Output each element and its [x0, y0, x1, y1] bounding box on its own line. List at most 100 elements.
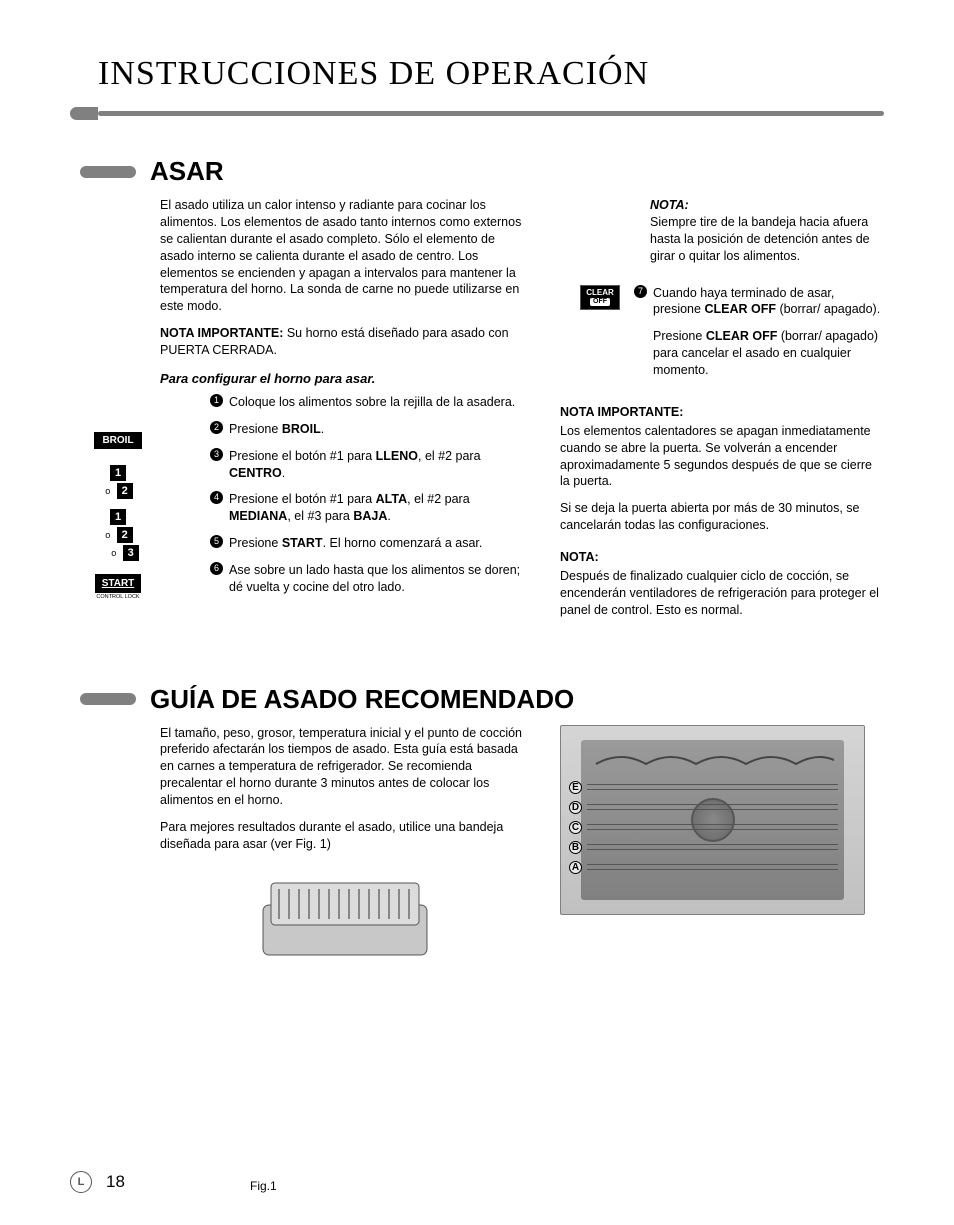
- section-guia: GUÍA DE ASADO RECOMENDADO El tamaño, pes…: [70, 684, 884, 968]
- t: , el #2 para: [418, 449, 481, 463]
- guia-text-column: El tamaño, peso, grosor, temperatura ini…: [160, 725, 530, 968]
- label: NOTA IMPORTANTE:: [560, 404, 884, 421]
- t: .: [282, 466, 285, 480]
- rack-e: E: [587, 784, 838, 790]
- asar-intro: El asado utiliza un calor intenso y radi…: [160, 197, 530, 315]
- step-number-icon: 7: [634, 285, 647, 298]
- or-sep: o: [105, 486, 110, 496]
- steps-area: BROIL 1 o 2 1 o 2 o 3: [160, 394, 530, 596]
- section-title: GUÍA DE ASADO RECOMENDADO: [150, 684, 574, 715]
- t: MEDIANA: [229, 509, 287, 523]
- label: NOTA IMPORTANTE:: [160, 326, 283, 340]
- broil-pan-figure: [160, 873, 530, 968]
- t: .: [321, 422, 324, 436]
- asar-left-column: El asado utiliza un calor intenso y radi…: [160, 197, 530, 629]
- oven-cavity: E D C B A: [581, 740, 844, 900]
- t: , el #2 para: [407, 492, 470, 506]
- step-number-icon: 5: [210, 535, 223, 548]
- num-1-icon: 1: [110, 509, 126, 525]
- step-1: 1 Coloque los alimentos sobre la rejilla…: [160, 394, 530, 411]
- page-number: 18: [106, 1172, 125, 1192]
- t: Presione: [229, 422, 282, 436]
- section-asar: ASAR El asado utiliza un calor intenso y…: [70, 156, 884, 629]
- guia-p1: El tamaño, peso, grosor, temperatura ini…: [160, 725, 530, 809]
- t: Presione el botón #1 para: [229, 492, 376, 506]
- rack-label: B: [569, 841, 582, 854]
- section-header: GUÍA DE ASADO RECOMENDADO: [70, 684, 884, 715]
- rack-label: A: [569, 861, 582, 874]
- t: LLENO: [376, 449, 418, 463]
- title-rule: [98, 111, 884, 116]
- page-title: INSTRUCCIONES DE OPERACIÓN: [98, 55, 884, 93]
- rack-label: C: [569, 821, 582, 834]
- nota-2: NOTA: Después de finalizado cualquier ci…: [560, 549, 884, 619]
- step-text: Presione START. El horno comenzará a asa…: [229, 535, 530, 552]
- heating-element-icon: [591, 746, 834, 770]
- nota-label: NOTA:: [650, 198, 689, 212]
- lg-logo-icon: L: [70, 1171, 92, 1193]
- step-number-icon: 3: [210, 448, 223, 461]
- or-sep: o: [111, 548, 116, 558]
- clear-label: CLEAR: [586, 288, 614, 297]
- num-1-icon: 1: [110, 465, 126, 481]
- page-footer: L 18: [70, 1171, 125, 1193]
- step-4: 4 Presione el botón #1 para ALTA, el #2 …: [160, 491, 530, 525]
- step-text: Presione BROIL.: [229, 421, 530, 438]
- num-2-icon: 2: [117, 483, 133, 499]
- t: CLEAR OFF: [704, 302, 776, 316]
- t: BROIL: [282, 422, 321, 436]
- rack-c: C: [587, 824, 838, 830]
- step-number-icon: 1: [210, 394, 223, 407]
- step-number-icon: 4: [210, 491, 223, 504]
- step-text: Coloque los alimentos sobre la rejilla d…: [229, 394, 530, 411]
- t: ALTA: [376, 492, 407, 506]
- clear-off-cancel-text: Presione CLEAR OFF (borrar/ apagado) par…: [634, 328, 884, 379]
- oven-diagram: E D C B A: [560, 725, 865, 915]
- nota-importante-2: NOTA IMPORTANTE: Los elementos calentado…: [560, 404, 884, 534]
- num-2-icon: 2: [117, 527, 133, 543]
- rack-d: D: [587, 804, 838, 810]
- nota-text: Siempre tire de la bandeja hacia afuera …: [650, 215, 870, 263]
- step-3: 3 Presione el botón #1 para LLENO, el #2…: [160, 448, 530, 482]
- nota-block: NOTA: Siempre tire de la bandeja hacia a…: [650, 197, 884, 265]
- label: NOTA:: [560, 549, 884, 566]
- step-text: Presione el botón #1 para LLENO, el #2 p…: [229, 448, 530, 482]
- t: BAJA: [353, 509, 387, 523]
- asar-nota-importante: NOTA IMPORTANTE: Su horno está diseñado …: [160, 325, 530, 359]
- section-title: ASAR: [150, 156, 224, 187]
- rack-b: B: [587, 844, 838, 850]
- step-number-icon: 2: [210, 421, 223, 434]
- t: Presione el botón #1 para: [229, 449, 376, 463]
- start-button-icon: START: [95, 574, 142, 593]
- t: Presione: [229, 536, 282, 550]
- off-label: OFF: [590, 298, 610, 306]
- num-3-icon: 3: [123, 545, 139, 561]
- guia-diagram-column: E D C B A: [560, 725, 884, 968]
- broil-pan-icon: [255, 873, 435, 963]
- step-number-icon: 6: [210, 562, 223, 575]
- figure-caption: Fig.1: [250, 1179, 277, 1193]
- step-text: Cuando haya terminado de asar, presione …: [653, 285, 884, 319]
- t: (borrar/ apagado).: [776, 302, 880, 316]
- t: , el #3 para: [287, 509, 353, 523]
- control-lock-label: CONTROL LOCK: [82, 594, 154, 600]
- t: . El horno comenzará a asar.: [323, 536, 483, 550]
- heading-pill-icon: [80, 693, 136, 705]
- configure-subheading: Para configurar el horno para asar.: [160, 371, 530, 386]
- text: Si se deja la puerta abierta por más de …: [560, 500, 884, 534]
- heading-pill-icon: [80, 166, 136, 178]
- t: CLEAR OFF: [706, 329, 778, 343]
- text: Los elementos calentadores se apagan inm…: [560, 423, 884, 491]
- section-header: ASAR: [70, 156, 884, 187]
- clear-off-button-icon: CLEAR OFF: [580, 285, 620, 311]
- step-text: Ase sobre un lado hasta que los alimento…: [229, 562, 530, 596]
- step-2: 2 Presione BROIL.: [160, 421, 530, 438]
- broil-button-icon: BROIL: [94, 432, 141, 449]
- rack-label: D: [569, 801, 582, 814]
- step-6: 6 Ase sobre un lado hasta que los alimen…: [160, 562, 530, 596]
- rack-a: A: [587, 864, 838, 870]
- t: START: [282, 536, 323, 550]
- asar-right-column: NOTA: Siempre tire de la bandeja hacia a…: [560, 197, 884, 629]
- step-5: 5 Presione START. El horno comenzará a a…: [160, 535, 530, 552]
- text: Después de finalizado cualquier ciclo de…: [560, 568, 884, 619]
